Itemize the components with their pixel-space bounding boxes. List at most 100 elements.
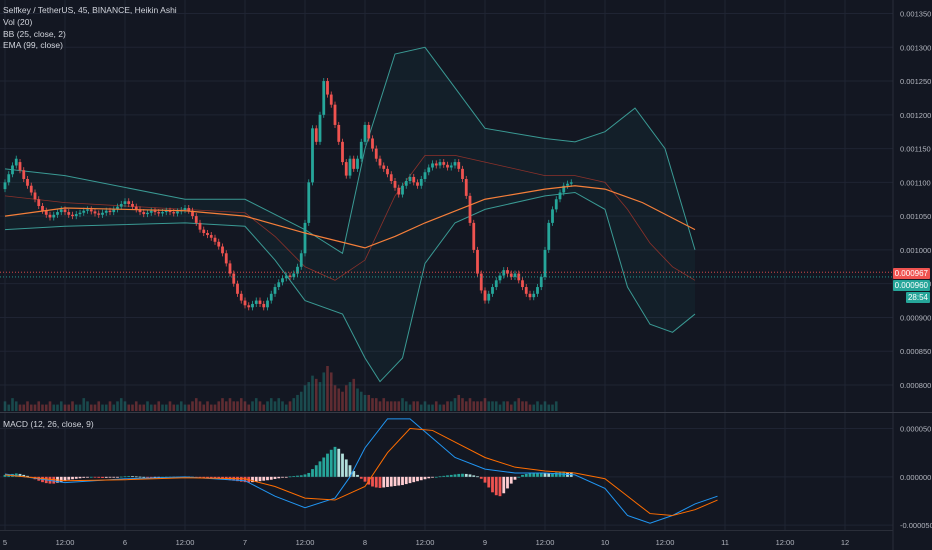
candle-body <box>333 104 337 125</box>
signal-line <box>4 427 718 517</box>
macd-histogram-bar <box>243 476 247 483</box>
macd-histogram-bar <box>198 476 202 478</box>
volume-bar <box>97 401 101 411</box>
volume-bar <box>539 404 543 411</box>
macd-histogram-bar <box>521 474 524 477</box>
candle-body <box>359 141 363 159</box>
candle-body <box>168 210 172 213</box>
macd-histogram-bar <box>543 472 547 477</box>
candle-body <box>374 148 378 159</box>
y-tick-label: 0.001300 <box>900 43 931 52</box>
macd-histogram-bar <box>382 476 386 488</box>
volume-bar <box>363 394 367 411</box>
candle-body <box>134 206 138 210</box>
volume-bar <box>206 401 209 411</box>
macd-histogram-bar <box>281 476 284 478</box>
candle-body <box>517 273 521 281</box>
vol-legend[interactable]: Vol (20) <box>3 17 33 27</box>
macd-histogram-bar <box>487 476 491 488</box>
ema-legend[interactable]: EMA (99, close) <box>3 40 63 50</box>
candle-body <box>562 185 566 193</box>
candle-body <box>247 305 251 308</box>
macd-histogram-bar <box>131 476 134 478</box>
volume-bar <box>89 404 93 411</box>
candle-body <box>314 128 318 142</box>
x-tick-label: 12:00 <box>296 538 315 547</box>
candle-body <box>416 182 419 186</box>
macd-histogram-bar <box>52 476 56 484</box>
macd-histogram-bar <box>288 476 292 478</box>
macd-histogram-bar <box>123 476 127 478</box>
volume-bar <box>517 398 521 411</box>
candle-body <box>269 293 273 301</box>
x-tick-label: 12:00 <box>776 538 795 547</box>
macd-histogram-bar <box>539 472 543 477</box>
volume-bar <box>528 404 532 411</box>
bb-lower-line <box>4 191 696 383</box>
macd-histogram-bar <box>532 472 536 477</box>
macd-histogram-bar <box>446 475 449 477</box>
macd-histogram-bar <box>311 469 314 477</box>
candle-body <box>22 170 26 179</box>
bb-legend[interactable]: BB (25, close, 2) <box>3 29 66 39</box>
volume-bar <box>468 398 472 411</box>
x-tick-label: 12:00 <box>536 538 555 547</box>
candle-body <box>149 210 153 213</box>
macd-histogram-bar <box>468 474 472 477</box>
candle-body <box>472 222 476 250</box>
volume-bar <box>408 404 412 411</box>
volume-bar <box>37 401 41 411</box>
volume-bar <box>149 404 153 411</box>
candle-body <box>363 124 367 142</box>
volume-bar <box>314 378 318 411</box>
y-tick-label: 0.001350 <box>900 10 931 19</box>
volume-bar <box>213 404 217 411</box>
candle-body <box>108 210 112 213</box>
volume-bar <box>93 404 97 411</box>
bb-basis-line <box>4 154 696 281</box>
candle-body <box>389 174 393 182</box>
candle-body <box>483 290 487 301</box>
volume-bar <box>416 401 419 411</box>
macd-y-tick-label: -0.000050 <box>900 521 932 530</box>
volume-bar <box>3 401 7 411</box>
volume-bar <box>374 398 378 411</box>
macd-histogram-bar <box>337 448 341 477</box>
candle-body <box>59 209 63 213</box>
volume-bar <box>56 404 59 411</box>
volume-bar <box>431 404 434 411</box>
x-tick-label: 12:00 <box>176 538 195 547</box>
bb-upper-line <box>4 46 696 255</box>
candle-body <box>393 181 397 188</box>
volume-bar <box>348 382 352 411</box>
macd-histogram-bar <box>74 476 78 479</box>
y-tick-label: 0.000850 <box>900 347 931 356</box>
volume-bar <box>179 401 183 411</box>
x-tick-label: 12:00 <box>656 538 675 547</box>
x-tick-label: 5 <box>3 538 7 547</box>
volume-bar <box>442 404 446 411</box>
candle-body <box>494 280 498 288</box>
candle-body <box>86 209 89 211</box>
candle-body <box>142 212 146 215</box>
volume-bar <box>224 401 228 411</box>
volume-bar <box>112 404 116 411</box>
macd-histogram-bar <box>59 476 63 482</box>
volume-bar <box>521 401 524 411</box>
volume-bar <box>243 401 247 411</box>
candle-body <box>251 303 254 308</box>
volume-bar <box>457 394 461 411</box>
candle-body <box>37 199 41 206</box>
candle-body <box>82 210 86 213</box>
volume-bar <box>551 404 554 411</box>
volume-bar <box>131 404 134 411</box>
macd-histogram-bar <box>18 473 22 477</box>
macd-legend[interactable]: MACD (12, 26, close, 9) <box>3 419 94 429</box>
macd-histogram-bar <box>89 476 93 478</box>
macd-histogram-bar <box>93 476 97 478</box>
x-tick-label: 12 <box>841 538 849 547</box>
macd-y-tick-label: 0.000000 <box>900 473 931 482</box>
y-tick-label: 0.000900 <box>900 313 931 322</box>
symbol-legend[interactable]: Selfkey / TetherUS, 45, BINANCE, Heikin … <box>3 5 177 15</box>
